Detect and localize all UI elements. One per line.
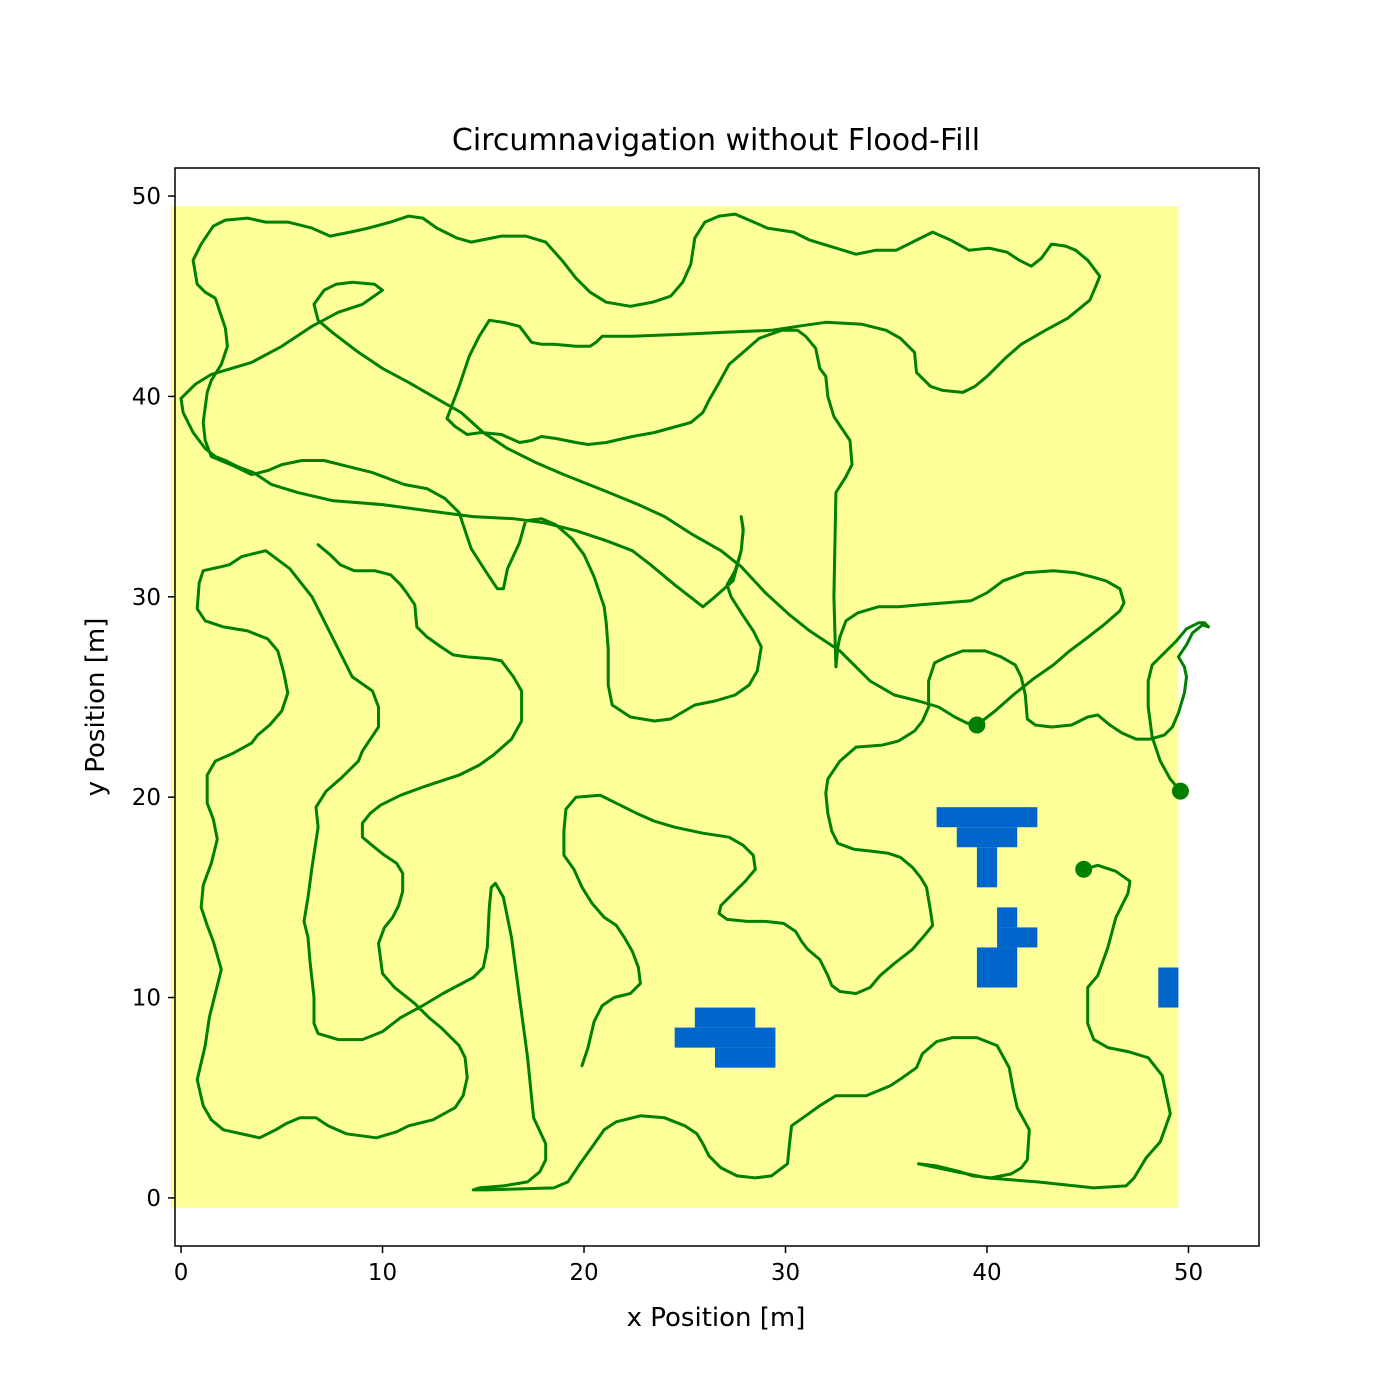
x-tick-label: 50 <box>1174 1260 1203 1286</box>
x-tick-label: 20 <box>569 1260 598 1286</box>
y-tick-label: 40 <box>132 384 161 410</box>
x-tick-label: 10 <box>368 1260 397 1286</box>
y-tick-label: 10 <box>132 986 161 1012</box>
obstacle-cell <box>675 1028 776 1048</box>
obstacle-cell <box>695 1008 755 1028</box>
x-tick-label: 0 <box>174 1260 189 1286</box>
obstacle-cell <box>977 847 997 887</box>
y-tick-label: 30 <box>132 585 161 611</box>
chart-title: Circumnavigation without Flood-Fill <box>452 123 980 158</box>
obstacle-cell <box>957 827 1017 847</box>
obstacle-cell <box>715 1048 775 1068</box>
path-marker <box>1075 861 1092 878</box>
x-tick-label: 30 <box>771 1260 800 1286</box>
y-axis-label: y Position [m] <box>81 618 111 797</box>
obstacle-cell <box>997 927 1037 947</box>
path-marker <box>968 717 985 734</box>
obstacle-cell <box>937 807 1038 827</box>
path-marker <box>1172 783 1189 800</box>
plot-area <box>171 206 1209 1208</box>
x-axis-label: x Position [m] <box>627 1303 806 1333</box>
y-axis: 0 10 20 30 40 50 <box>132 184 175 1212</box>
x-axis: 0 10 20 30 40 50 <box>174 1246 1203 1286</box>
y-tick-label: 50 <box>132 184 161 210</box>
y-tick-label: 0 <box>146 1186 161 1212</box>
x-tick-label: 40 <box>972 1260 1001 1286</box>
obstacle-cell <box>997 907 1017 927</box>
y-tick-label: 20 <box>132 785 161 811</box>
obstacle-cell <box>1158 967 1178 1007</box>
obstacle-cell <box>977 947 1017 987</box>
